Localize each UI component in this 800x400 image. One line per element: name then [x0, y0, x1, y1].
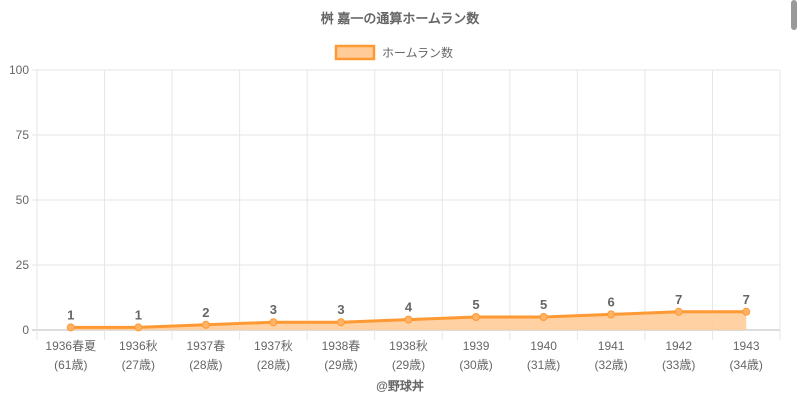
x-tick-label: 1938秋	[389, 339, 428, 353]
x-tick-sublabel: (30歳)	[459, 358, 492, 372]
credit: @野球丼	[376, 378, 424, 393]
y-tick-label: 75	[16, 128, 30, 142]
x-tick-label: 1938春	[322, 339, 361, 353]
y-tick-label: 50	[16, 193, 30, 207]
x-tick-sublabel: (29歳)	[392, 358, 425, 372]
x-tick-label: 1937秋	[254, 339, 293, 353]
data-label: 4	[405, 300, 413, 315]
x-tick-label: 1943	[733, 339, 760, 353]
x-tick-label: 1941	[598, 339, 625, 353]
data-point	[607, 310, 616, 319]
data-label: 3	[270, 302, 277, 317]
x-tick-label: 1942	[665, 339, 692, 353]
x-tick-label: 1936秋	[119, 339, 158, 353]
x-tick-label: 1939	[463, 339, 490, 353]
x-tick-sublabel: (33歳)	[662, 358, 695, 372]
x-tick-sublabel: (27歳)	[122, 358, 155, 372]
data-label: 1	[67, 307, 74, 322]
x-tick-sublabel: (32歳)	[594, 358, 627, 372]
data-point	[404, 315, 413, 324]
x-tick-sublabel: (61歳)	[54, 358, 87, 372]
scrollbar[interactable]	[791, 0, 797, 30]
data-label: 2	[202, 305, 209, 320]
data-label: 5	[472, 297, 479, 312]
data-point	[336, 318, 345, 327]
y-tick-label: 25	[16, 258, 30, 272]
data-label: 3	[337, 302, 344, 317]
y-tick-label: 100	[9, 63, 29, 77]
data-point	[66, 323, 75, 332]
chart-title: 桝 嘉一の通算ホームラン数	[321, 11, 481, 26]
data-point	[742, 307, 751, 316]
data-point	[472, 313, 481, 321]
data-label: 7	[743, 292, 750, 307]
data-point	[201, 320, 210, 329]
data-label: 1	[135, 307, 142, 322]
data-point	[539, 313, 548, 321]
data-label: 6	[608, 294, 615, 309]
y-tick-label: 0	[22, 323, 29, 337]
x-tick-label: 1937春	[187, 339, 226, 353]
data-label: 7	[675, 292, 682, 307]
x-tick-sublabel: (31歳)	[527, 358, 560, 372]
legend-label[interactable]: ホームラン数	[382, 45, 453, 60]
data-label: 5	[540, 297, 547, 312]
x-tick-label: 1936春夏	[45, 339, 96, 353]
x-tick-sublabel: (28歳)	[257, 358, 290, 372]
x-tick-sublabel: (28歳)	[189, 358, 222, 372]
x-tick-label: 1940	[530, 339, 557, 353]
legend-swatch[interactable]	[334, 44, 376, 61]
data-point	[674, 307, 683, 316]
x-tick-sublabel: (34歳)	[730, 358, 763, 372]
data-point	[134, 323, 143, 332]
x-tick-sublabel: (29歳)	[324, 358, 357, 372]
data-point	[269, 318, 278, 327]
